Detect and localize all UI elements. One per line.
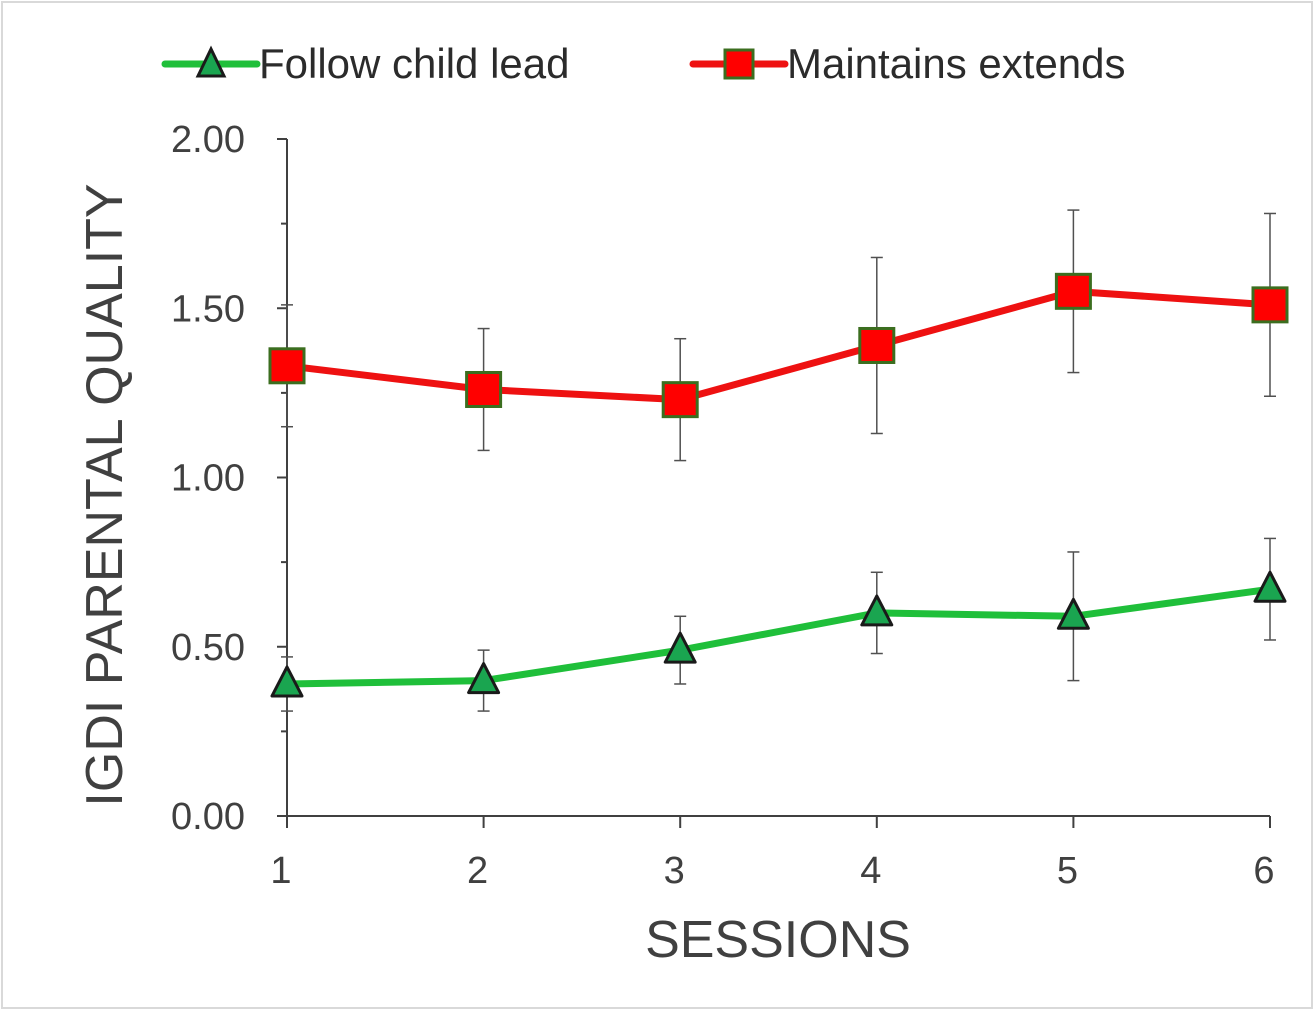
x-tick-label: 4 bbox=[860, 850, 881, 892]
x-tick-label: 6 bbox=[1253, 850, 1274, 892]
data-point-triangle bbox=[467, 662, 501, 695]
y-tick-label: 2.00 bbox=[171, 119, 245, 161]
legend: Follow child lead Maintains extends bbox=[161, 40, 1126, 87]
data-point-square bbox=[1251, 286, 1289, 324]
legend-marker-square bbox=[723, 48, 755, 80]
data-point-square bbox=[1054, 272, 1092, 310]
data-point-square bbox=[268, 347, 306, 385]
legend-marker-triangle bbox=[195, 45, 227, 78]
axes: 0.00 0.50 1.00 1.50 2.00 1 2 3 4 5 6 bbox=[171, 119, 1275, 892]
x-axis-title: SESSIONS bbox=[645, 911, 911, 969]
series-line-follow-child-lead bbox=[283, 585, 1274, 688]
data-point-square bbox=[465, 370, 503, 408]
x-tick-label: 2 bbox=[467, 850, 488, 892]
data-point-triangle bbox=[1253, 570, 1287, 603]
x-tick-label: 3 bbox=[664, 850, 685, 892]
y-axis-title: IGDI PARENTAL QUALITY bbox=[76, 183, 134, 806]
y-tick-label: 1.50 bbox=[171, 288, 245, 330]
y-ticks: 0.00 0.50 1.00 1.50 2.00 bbox=[171, 119, 287, 838]
series-maintains-extends bbox=[268, 209, 1289, 462]
plot-area bbox=[268, 209, 1289, 712]
x-tick-label: 5 bbox=[1057, 850, 1078, 892]
legend-item-maintains-extends: Maintains extends bbox=[689, 40, 1126, 87]
series-follow-child-lead bbox=[270, 537, 1287, 712]
data-point-triangle bbox=[270, 665, 304, 698]
data-point-square bbox=[661, 381, 699, 419]
y-tick-label: 0.50 bbox=[171, 627, 245, 669]
data-point-triangle bbox=[663, 631, 697, 664]
series-line-maintains-extends bbox=[283, 287, 1274, 404]
legend-label-maintains-extends: Maintains extends bbox=[787, 40, 1126, 87]
y-tick-label: 0.00 bbox=[171, 796, 245, 838]
x-ticks: 1 2 3 4 5 6 bbox=[270, 816, 1275, 892]
legend-label-follow-child-lead: Follow child lead bbox=[259, 40, 570, 87]
legend-item-follow-child-lead: Follow child lead bbox=[161, 40, 570, 87]
data-point-square bbox=[858, 326, 896, 364]
data-point-triangle bbox=[1056, 597, 1090, 630]
data-point-triangle bbox=[860, 594, 894, 627]
x-tick-label: 1 bbox=[270, 850, 291, 892]
y-tick-label: 1.00 bbox=[171, 458, 245, 500]
